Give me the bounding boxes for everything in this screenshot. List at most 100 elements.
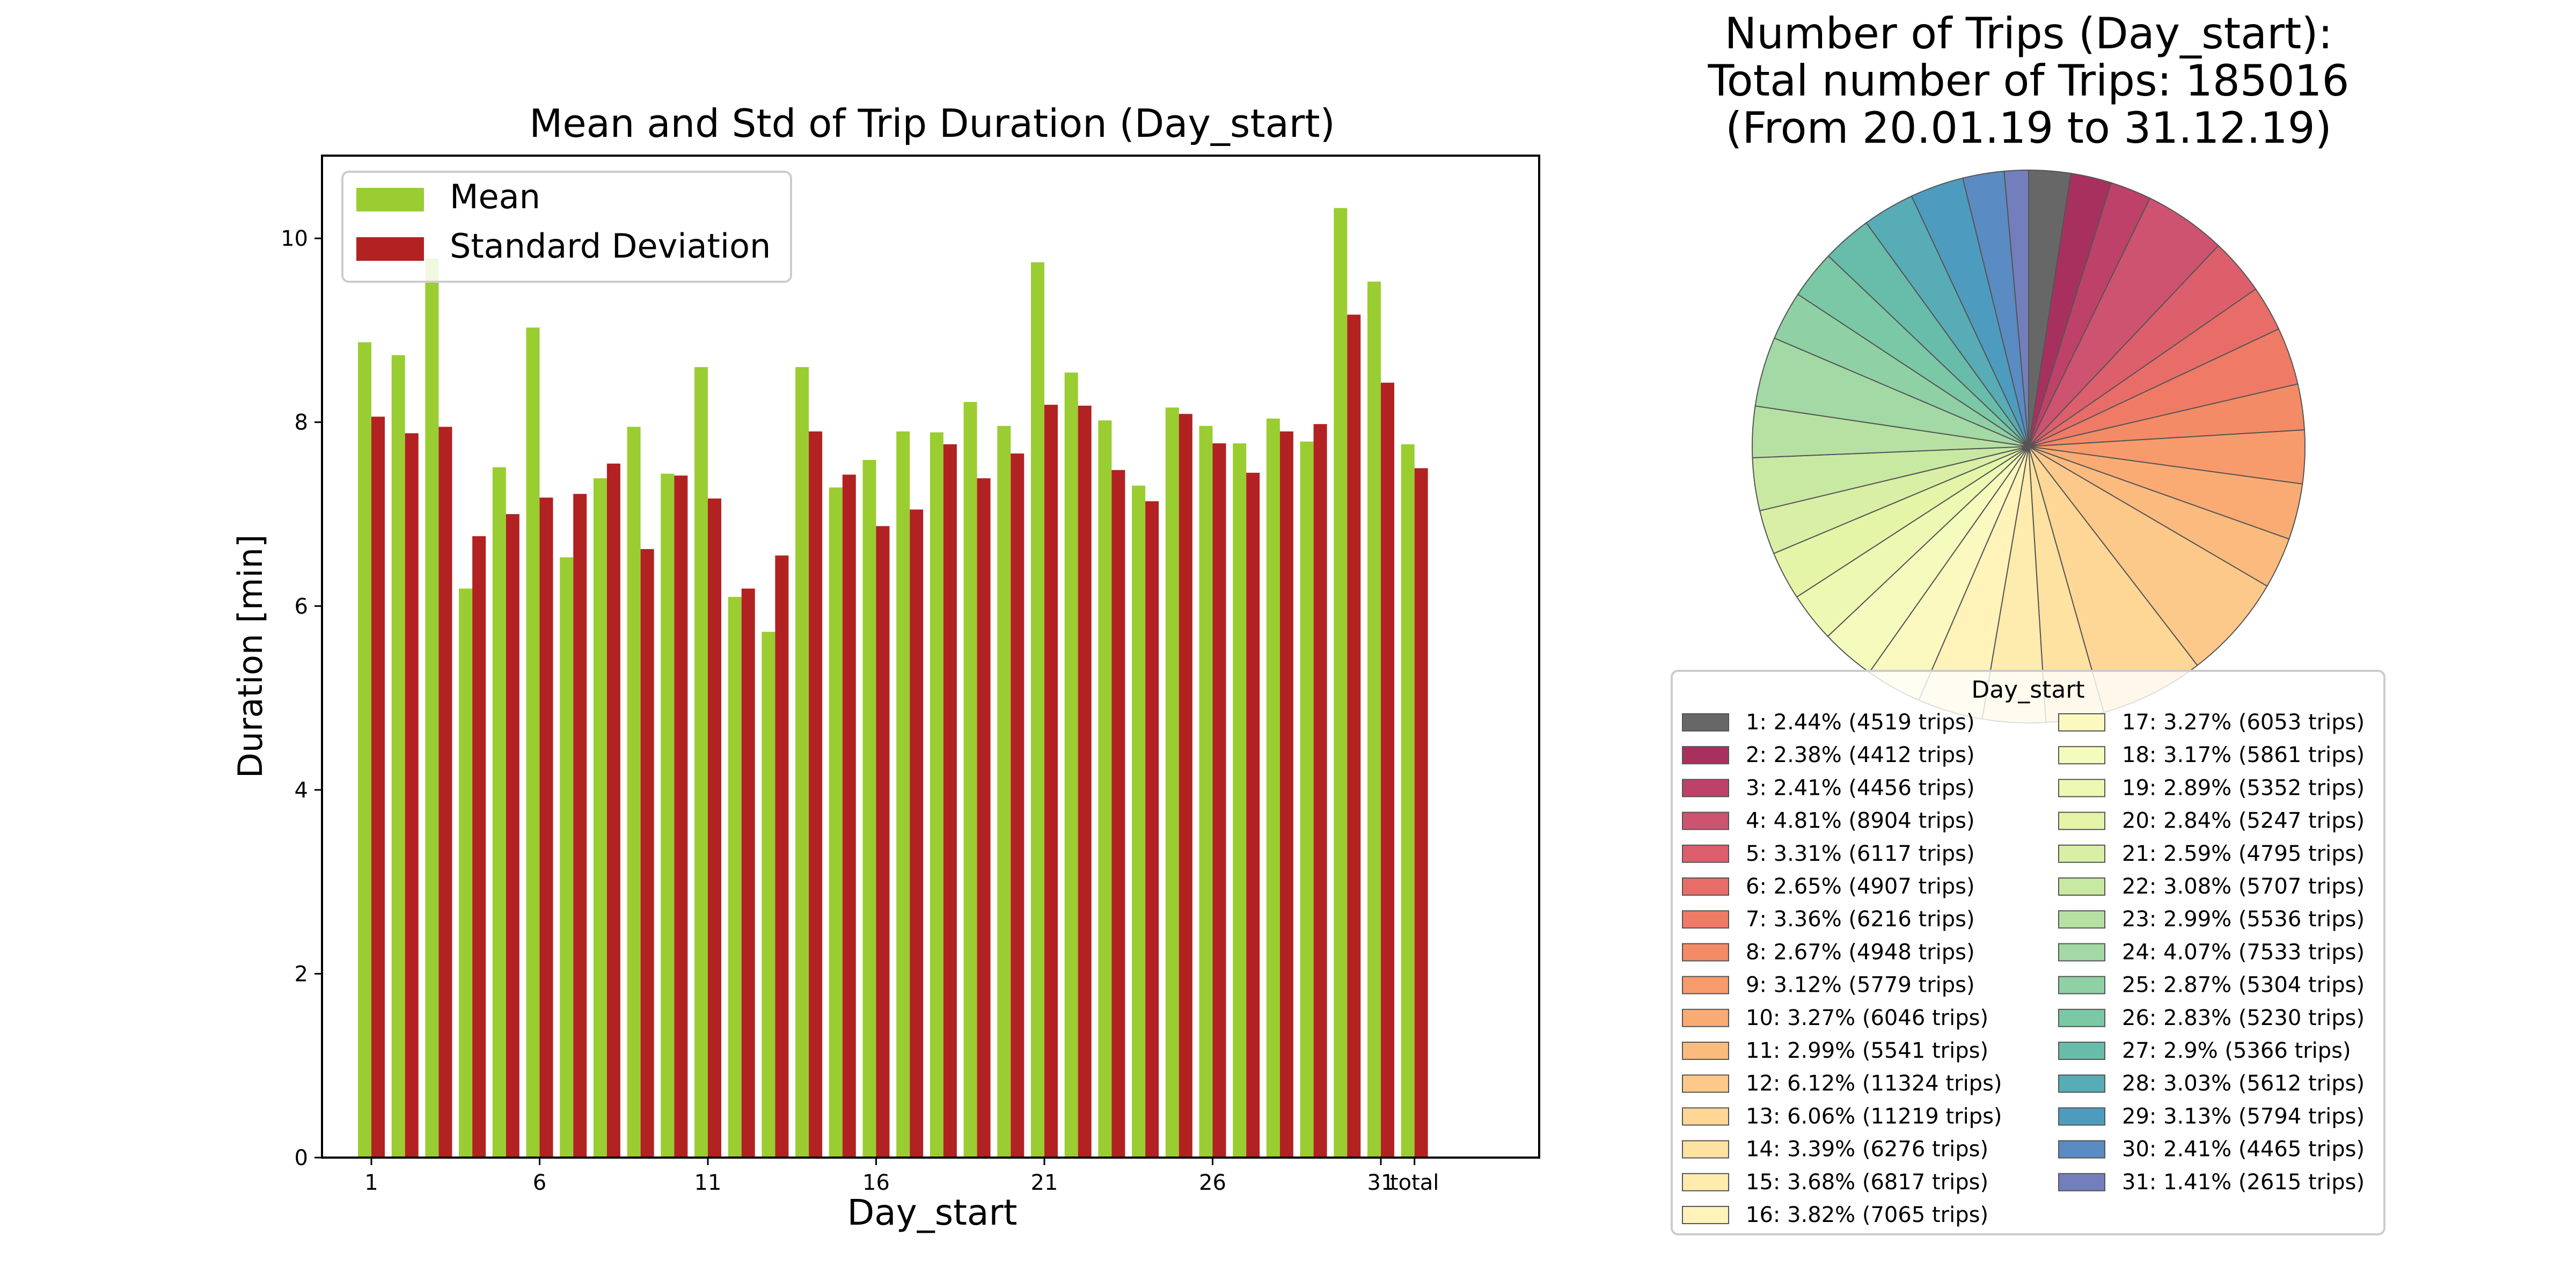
bar-mean-10 [661,473,675,1158]
pie-legend-swatch-18 [2058,746,2105,765]
pie-legend-swatch-19 [2058,779,2105,797]
bar-mean-4 [459,588,473,1158]
bar-mean-1 [358,342,371,1158]
bar-std-18 [943,444,957,1158]
pie-chart: Number of Trips (Day_start): Total numbe… [1671,9,2385,1235]
x-tick-label-21: 21 [1031,1170,1058,1195]
bar-std-2 [405,433,419,1158]
bar-mean-23 [1098,420,1112,1158]
bar-mean-19 [963,402,977,1158]
pie-legend-swatch-21 [2058,844,2105,863]
pie-legend-label-2: 2: 2.38% (4412 trips) [1746,743,1975,767]
bar-std-4 [472,536,486,1158]
bar-std-17 [910,509,924,1158]
pie-legend-label-8: 8: 2.67% (4948 trips) [1746,940,1975,964]
bar-mean-27 [1233,443,1247,1158]
pie-legend-label-6: 6: 2.65% (4907 trips) [1746,874,1975,899]
y-tick-label-0: 0 [295,1146,308,1170]
bar-std-16 [876,526,890,1158]
pie-legend-swatch-3 [1682,779,1729,797]
bar-mean-26 [1199,426,1213,1158]
bar-mean-7 [560,557,574,1158]
bar-mean-24 [1132,485,1146,1158]
pie-legend-swatch-31 [2058,1173,2105,1191]
bar-std-23 [1111,470,1125,1158]
legend-label-std: Standard Deviation [450,226,771,266]
bar-mean-22 [1064,372,1078,1158]
bar-std-11 [708,498,721,1158]
pie-legend-swatch-17 [2058,713,2105,731]
pie-legend-label-20: 20: 2.84% (5247 trips) [2122,809,2365,833]
pie-legend-swatch-25 [2058,976,2105,994]
bar-std-total [1414,468,1428,1158]
pie-legend-swatch-24 [2058,943,2105,962]
bar-mean-25 [1165,407,1179,1158]
bar-std-27 [1246,472,1260,1158]
bar-legend: Mean Standard Deviation [341,171,792,283]
bar-mean-11 [694,367,708,1158]
y-axis-ticks: 0 2 4 6 8 10 [281,226,322,1170]
pie-legend-swatch-7 [1682,910,1729,929]
bar-std-21 [1044,405,1058,1158]
bar-mean-28 [1266,418,1280,1158]
pie-title-line-3: (From 20.01.19 to 31.12.19) [1725,103,2332,153]
y-axis-label: Duration [min] [231,535,270,778]
x-tick-label-total: total [1390,1170,1439,1195]
bar-mean-14 [795,367,809,1158]
bar-std-13 [775,555,789,1158]
bar-mean-17 [896,431,910,1158]
bar-plot-area [358,208,1428,1158]
bar-std-22 [1078,405,1092,1158]
pie-legend-box [1671,670,2385,1235]
legend-label-mean: Mean [450,177,540,216]
bar-std-9 [640,549,654,1158]
bar-mean-6 [526,327,540,1158]
pie-legend-swatch-9 [1682,976,1729,994]
pie-legend-swatch-13 [1682,1107,1729,1126]
pie-legend-label-15: 15: 3.68% (6817 trips) [1746,1170,1988,1195]
pie-legend-label-31: 31: 1.41% (2615 trips) [2122,1170,2365,1195]
bar-std-14 [809,431,823,1158]
pie-legend-label-22: 22: 3.08% (5707 trips) [2122,874,2365,899]
bar-std-6 [539,497,553,1158]
pie-legend-label-27: 27: 2.9% (5366 trips) [2122,1038,2351,1063]
bar-mean-9 [627,427,641,1158]
bar-std-19 [977,478,991,1158]
bar-std-28 [1279,431,1293,1158]
pie-legend-swatch-5 [1682,844,1729,863]
pie-legend-label-10: 10: 3.27% (6046 trips) [1746,1006,1988,1030]
pie-legend-swatch-23 [2058,910,2105,929]
pie-legend-label-30: 30: 2.41% (4465 trips) [2122,1137,2365,1162]
bar-legend-box [341,171,792,283]
legend-swatch-mean [356,188,424,211]
pie-title-line-2: Total number of Trips: 185016 [1708,56,2350,106]
y-tick-label-6: 6 [295,594,308,619]
bar-chart: Mean and Std of Trip Duration (Day_start… [231,101,1540,1233]
bar-std-3 [438,427,452,1158]
y-tick-label-2: 2 [295,962,308,986]
pie-legend-swatch-28 [2058,1074,2105,1093]
bar-plot-frame [321,155,1540,1159]
bar-std-26 [1212,443,1226,1158]
pie-legend-label-12: 12: 6.12% (11324 trips) [1746,1071,2002,1096]
pie-legend-swatch-12 [1682,1074,1729,1093]
pie-legend-swatch-8 [1682,943,1729,962]
pie-legend-swatch-10 [1682,1008,1729,1027]
pie-legend-label-25: 25: 2.87% (5304 trips) [2122,973,2365,998]
x-axis-label: Day_start [847,1192,1017,1233]
pie-legend-label-9: 9: 3.12% (5779 trips) [1746,973,1975,998]
y-tick-label-10: 10 [281,226,308,251]
bar-mean-8 [593,478,607,1158]
x-tick-label-11: 11 [694,1170,722,1195]
bar-mean-31 [1367,281,1381,1158]
pie-legend-title: Day_start [1971,676,2084,704]
pie-legend-label-13: 13: 6.06% (11219 trips) [1746,1104,2002,1129]
pie-legend-label-26: 26: 2.83% (5230 trips) [2122,1006,2365,1030]
pie-legend-label-29: 29: 3.13% (5794 trips) [2122,1104,2365,1129]
pie-legend-swatch-20 [2058,811,2105,830]
bar-std-31 [1381,383,1394,1158]
pie-legend-swatch-1 [1682,713,1729,731]
bar-std-20 [1011,453,1024,1158]
pie-legend-label-3: 3: 2.41% (4456 trips) [1746,775,1975,800]
